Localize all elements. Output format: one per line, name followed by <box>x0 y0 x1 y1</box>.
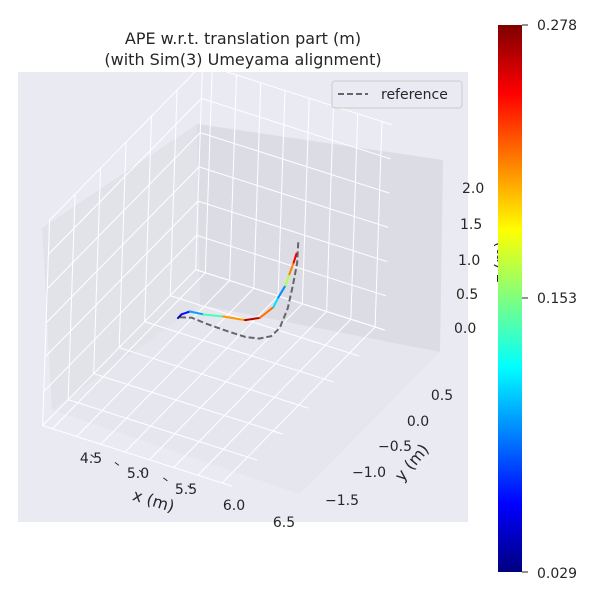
floor-grid-line <box>169 295 360 357</box>
x-tick-mark <box>163 477 168 482</box>
x-tick-mark <box>187 485 192 490</box>
side-grid-line <box>48 98 202 255</box>
x-tick-mark <box>90 454 95 459</box>
x-tick-label: 4.5 <box>80 451 102 467</box>
estimate-segment <box>222 315 247 322</box>
side-grid-line <box>45 166 200 324</box>
estimate-segment <box>272 296 280 309</box>
back-grid-line <box>196 234 387 297</box>
y-tick-label: 0.0 <box>407 414 429 430</box>
back-grid-line <box>197 200 388 263</box>
y-tick-label: −1.5 <box>325 493 359 509</box>
y-tick-label: 0.5 <box>431 388 453 404</box>
z-tick-label: 2.0 <box>462 181 484 197</box>
x-tick-label: 5.5 <box>175 482 197 498</box>
grid-lines <box>42 63 392 490</box>
x-tick-mark <box>138 469 144 474</box>
trajectories <box>177 239 300 340</box>
estimate-segment <box>288 261 295 276</box>
floor-grid-line <box>93 373 283 435</box>
floor-pane <box>52 305 440 494</box>
back-left-pane <box>42 124 200 410</box>
estimate-segment <box>188 310 205 316</box>
colorbar: 0.278 0.153 0.029 <box>498 18 577 582</box>
back-grid-line <box>202 63 392 126</box>
x-tick-labels: 4.5 5.0 5.5 6.0 6.5 <box>80 451 295 531</box>
side-grid-line <box>42 269 197 427</box>
floor-grid-line <box>42 425 232 487</box>
reference-trajectory <box>179 239 300 340</box>
chart-title-line-1: APE w.r.t. translation part (m) <box>125 29 361 48</box>
side-grid-line <box>46 132 201 290</box>
z-tick-label: 0.0 <box>454 321 476 337</box>
z-tick-label: 1.5 <box>460 217 482 233</box>
x-tick-label: 6.5 <box>273 515 295 531</box>
estimate-segment <box>292 252 298 264</box>
estimate-segment <box>258 306 275 319</box>
legend-reference-label: reference <box>381 87 448 103</box>
back-right-pane <box>197 124 443 352</box>
back-grid-line <box>198 166 389 228</box>
legend: reference <box>331 80 463 109</box>
floor-grid-line <box>67 399 258 461</box>
y-tick-label: −0.5 <box>378 439 412 455</box>
estimate-segment <box>180 310 191 316</box>
side-grid-line <box>44 200 199 358</box>
estimate-segment <box>284 273 291 287</box>
floor-grid-line <box>118 347 309 409</box>
estimate-segment <box>244 316 261 322</box>
estimate-segment <box>277 284 287 299</box>
floor-grid-line <box>144 321 334 383</box>
colorbar-gradient <box>498 25 522 572</box>
side-grid-line <box>49 63 203 221</box>
colorbar-mid-label: 0.153 <box>537 291 577 307</box>
back-grid-line <box>201 97 391 160</box>
x-tick-label: 6.0 <box>223 498 245 514</box>
x-tick-mark <box>114 461 120 466</box>
z-tick-label: 1.0 <box>458 253 480 269</box>
legend-box <box>331 80 463 109</box>
y-tick-label: −1.0 <box>352 465 386 481</box>
y-tick-labels: −1.5 −1.0 −0.5 0.0 0.5 <box>325 388 453 509</box>
colorbar-min-label: 0.029 <box>537 566 577 582</box>
z-tick-labels: 0.0 0.5 1.0 1.5 2.0 <box>454 181 484 337</box>
estimate-segment <box>202 313 225 318</box>
x-tick-label: 5.0 <box>127 466 149 482</box>
z-tick-label: 0.5 <box>456 287 478 303</box>
colorbar-max-label: 0.278 <box>537 18 577 34</box>
back-grid-line <box>200 132 390 194</box>
chart-title-line-2: (with Sim(3) Umeyama alignment) <box>104 50 381 69</box>
side-grid-line <box>43 235 198 392</box>
